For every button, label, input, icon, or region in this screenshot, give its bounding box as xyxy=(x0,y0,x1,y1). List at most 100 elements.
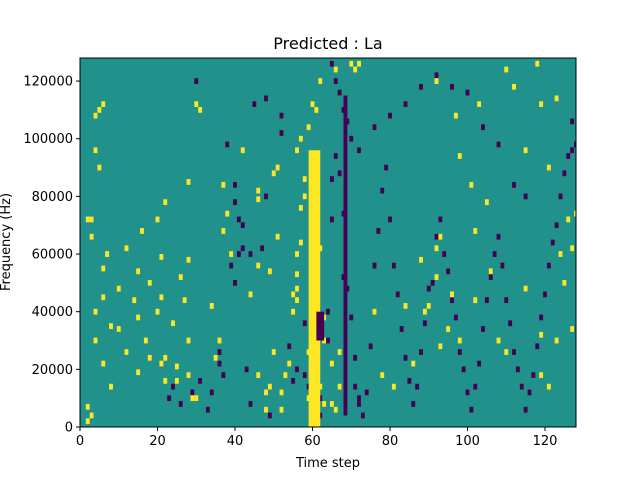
heatmap-cell-high xyxy=(147,354,152,361)
chart-title: Predicted : La xyxy=(273,34,382,53)
heatmap-cell-low xyxy=(391,262,396,269)
heatmap-cell-high xyxy=(434,245,439,252)
heatmap-cell-high xyxy=(124,245,129,252)
heatmap-cell-low xyxy=(252,101,257,108)
heatmap-cell-high xyxy=(240,147,245,154)
heatmap-cell-low xyxy=(357,395,361,402)
heatmap-cell-low xyxy=(496,233,501,240)
heatmap-cell-high xyxy=(411,360,416,367)
heatmap-band-low xyxy=(343,95,348,416)
heatmap-cell-low xyxy=(333,78,338,84)
heatmap-cell-high xyxy=(523,285,528,292)
heatmap-cell-low xyxy=(558,193,563,200)
heatmap-cell-high xyxy=(143,337,148,344)
heatmap-cell-high xyxy=(298,205,303,211)
heatmap-cell-high xyxy=(539,372,544,378)
heatmap-cell-low xyxy=(446,268,451,275)
heatmap-cell-high xyxy=(283,372,288,378)
x-tick-label: 80 xyxy=(382,434,399,449)
heatmap-cell-low xyxy=(508,320,513,327)
heatmap-cell-low xyxy=(372,124,377,131)
heatmap-cell-low xyxy=(287,343,292,350)
heatmap-cell-low xyxy=(450,83,454,90)
x-tick-label: 60 xyxy=(304,434,321,449)
heatmap-cell-high xyxy=(574,210,576,217)
heatmap-cell-high xyxy=(136,314,141,321)
heatmap-cell-low xyxy=(240,222,245,229)
heatmap-cell-low xyxy=(167,395,172,402)
heatmap-cell-high xyxy=(85,418,90,425)
heatmap-cell-high xyxy=(109,323,113,329)
heatmap-cell-high xyxy=(171,320,175,327)
heatmap-cell-low xyxy=(523,193,528,200)
x-axis: 0 20 40 60 80 100 120 xyxy=(76,427,557,449)
heatmap-cell-high xyxy=(155,216,160,223)
heatmap-cell-low xyxy=(531,372,536,378)
heatmap-cell-high xyxy=(349,60,354,67)
heatmap-cell-low xyxy=(562,170,567,177)
heatmap-cell-high xyxy=(124,349,129,355)
heatmap-cell-high xyxy=(93,112,98,119)
heatmap-cell-high xyxy=(194,101,199,108)
heatmap-cell-high xyxy=(275,233,280,240)
heatmap-cell-low xyxy=(484,297,489,304)
heatmap-cell-high xyxy=(178,274,183,280)
heatmap-cell-low xyxy=(380,187,385,194)
heatmap-cell-low xyxy=(407,377,412,384)
heatmap-cell-low xyxy=(236,251,241,257)
heatmap-cell-low xyxy=(473,383,478,390)
y-axis-label: Frequency (Hz) xyxy=(0,193,14,291)
heatmap-cell-high xyxy=(457,337,462,344)
heatmap-cell-low xyxy=(248,401,253,407)
x-tick-label: 100 xyxy=(455,434,480,449)
heatmap-cell-low xyxy=(426,285,431,292)
heatmap-cell-high xyxy=(136,369,141,376)
heatmap-cell-high xyxy=(275,164,280,171)
heatmap-cell-low xyxy=(481,124,485,131)
heatmap-cell-high xyxy=(264,389,268,396)
heatmap-cell-high xyxy=(186,179,191,185)
heatmap-cell-low xyxy=(442,251,447,257)
heatmap-cell-high xyxy=(446,326,451,332)
heatmap-cell-high xyxy=(186,372,191,378)
heatmap-cell-high xyxy=(116,326,121,332)
heatmap-cell-low xyxy=(240,245,245,252)
heatmap-band-low xyxy=(316,311,325,341)
heatmap-cell-low xyxy=(388,216,392,223)
heatmap-cell-high xyxy=(298,135,303,142)
heatmap-cell-low xyxy=(190,389,195,396)
heatmap-cell-high xyxy=(147,279,152,286)
heatmap-cell-high xyxy=(291,308,296,315)
heatmap-cell-high xyxy=(554,95,559,102)
heatmap-cell-high xyxy=(198,107,203,113)
heatmap-cell-low xyxy=(492,251,497,257)
heatmap-cell-high xyxy=(562,279,567,286)
heatmap-cell-low xyxy=(403,101,408,108)
heatmap-cell-high xyxy=(163,199,168,206)
heatmap-cell-high xyxy=(337,349,342,355)
heatmap-cell-low xyxy=(570,118,575,125)
heatmap-cell-high xyxy=(279,389,284,396)
plot-frame xyxy=(79,57,577,428)
heatmap-cell-low xyxy=(481,326,485,332)
heatmap-cell-high xyxy=(391,383,396,390)
heatmap-cell-low xyxy=(337,89,342,96)
heatmap-cell-high xyxy=(539,101,544,108)
y-tick-label: 60000 xyxy=(32,248,73,263)
heatmap-cell-low xyxy=(434,72,439,79)
y-tick-label: 20000 xyxy=(32,363,73,378)
heatmap-cell-high xyxy=(357,60,361,67)
heatmap-cell-high xyxy=(473,297,478,304)
heatmap-cell-low xyxy=(477,360,482,367)
heatmap-cell-low xyxy=(500,262,505,269)
heatmap-cell-high xyxy=(89,216,94,223)
heatmap-cell-low xyxy=(357,147,361,154)
heatmap-cell-low xyxy=(233,199,237,206)
heatmap-cell-low xyxy=(264,95,268,102)
heatmap-cell-high xyxy=(453,112,458,119)
heatmap-cell-low xyxy=(333,153,338,159)
heatmap-cell-low xyxy=(353,383,358,390)
heatmap-cell-low xyxy=(368,343,373,350)
heatmap-cell-high xyxy=(333,66,338,73)
heatmap-cell-high xyxy=(256,187,261,194)
